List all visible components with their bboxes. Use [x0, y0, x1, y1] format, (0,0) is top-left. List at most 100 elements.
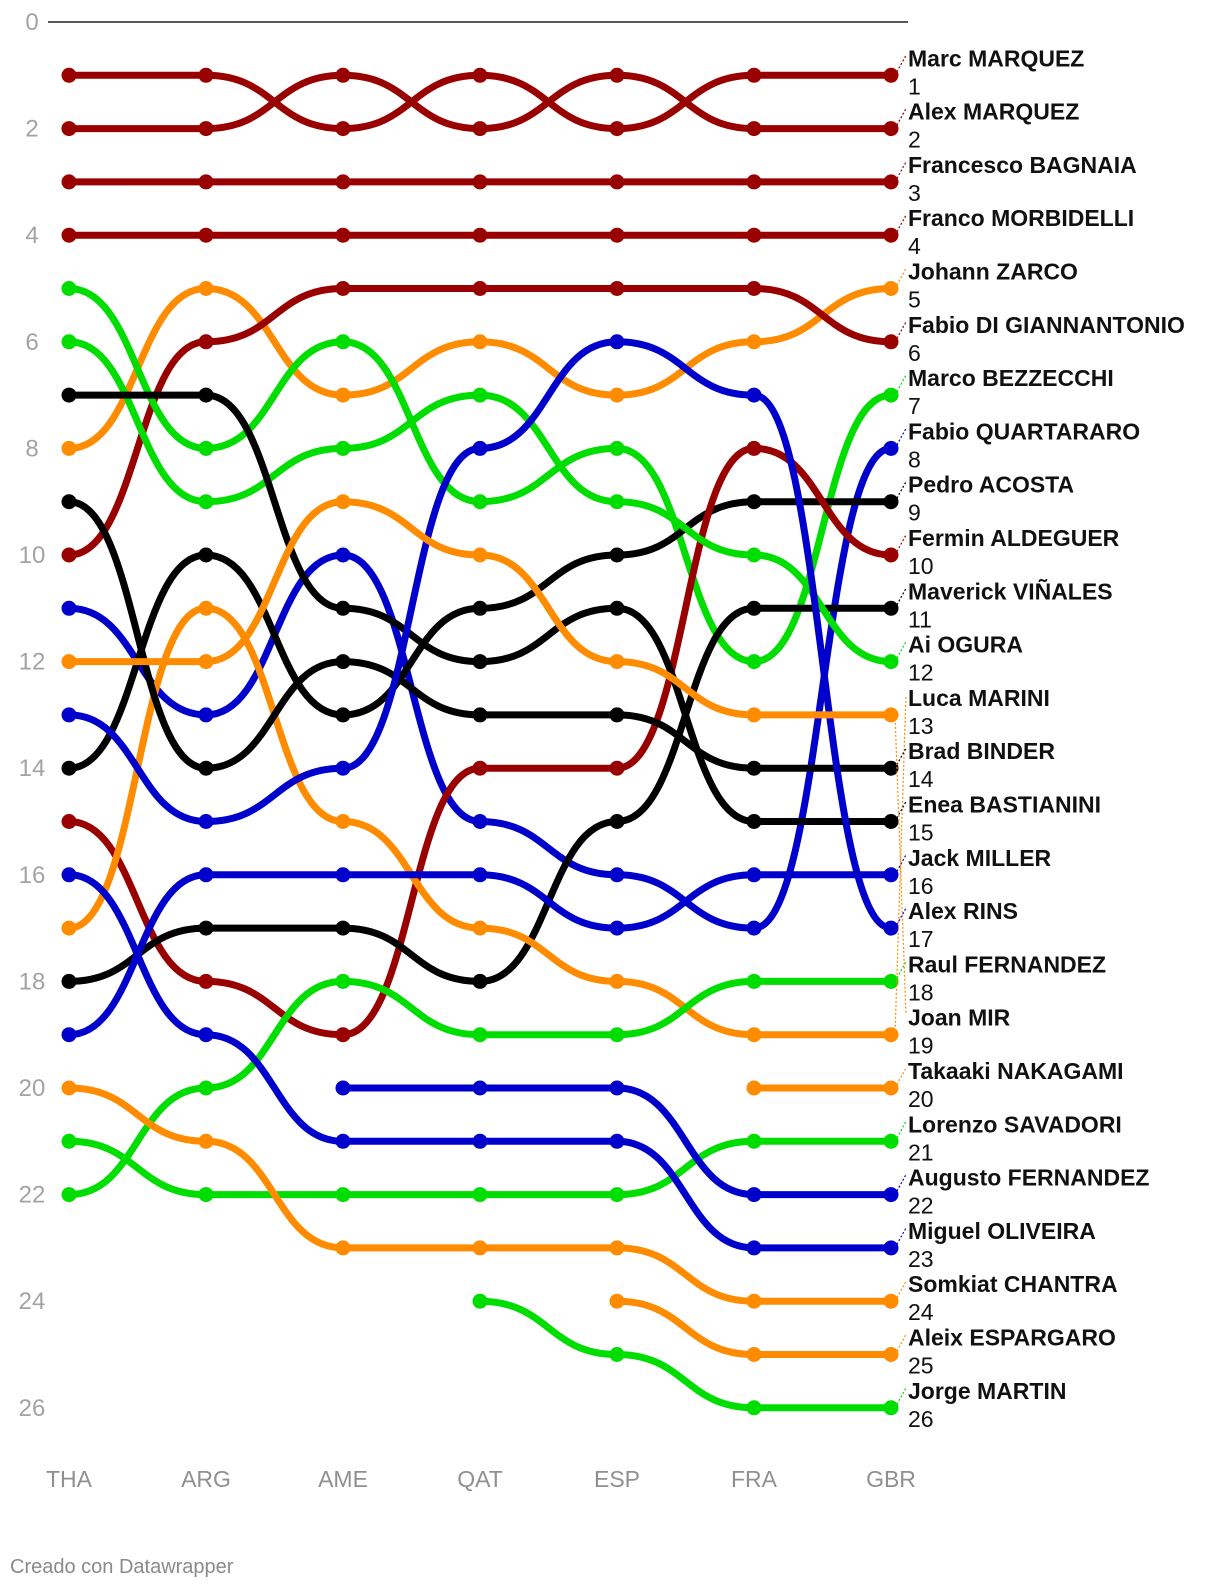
- data-point: [335, 547, 351, 563]
- y-tick-label: 20: [19, 1075, 46, 1102]
- data-point: [61, 334, 77, 350]
- data-point: [472, 1080, 488, 1096]
- series-line: [65, 71, 895, 133]
- data-point: [335, 600, 351, 616]
- data-point: [472, 547, 488, 563]
- data-point: [198, 547, 214, 563]
- data-point: [472, 281, 488, 296]
- data-point: [472, 1133, 488, 1149]
- rider-position-label: 23: [908, 1246, 934, 1272]
- x-tick-label: AME: [318, 1466, 368, 1492]
- y-tick-label: 16: [19, 862, 46, 889]
- rider-name-label: Marc MARQUEZ: [908, 45, 1084, 71]
- series-line: [476, 1297, 895, 1412]
- rider-name-label: Alex RINS: [908, 898, 1018, 924]
- rider-position-label: 16: [908, 873, 934, 899]
- data-point: [746, 1133, 762, 1149]
- data-point: [61, 1187, 77, 1203]
- data-point: [609, 654, 625, 670]
- data-point: [883, 707, 899, 723]
- data-point: [472, 334, 488, 350]
- data-point: [61, 547, 77, 563]
- data-point: [61, 440, 77, 456]
- data-point: [61, 227, 77, 243]
- data-point: [609, 227, 625, 243]
- rider-position-label: 15: [908, 820, 934, 846]
- data-point: [335, 867, 351, 883]
- data-point: [198, 1133, 214, 1149]
- y-tick-label: 4: [25, 222, 38, 249]
- data-point: [883, 760, 899, 776]
- x-tick-label: QAT: [457, 1466, 503, 1492]
- data-point: [61, 867, 77, 883]
- label-connector: [894, 694, 907, 1035]
- y-tick-label: 26: [19, 1395, 46, 1422]
- x-tick-label: THA: [46, 1466, 93, 1492]
- data-point: [335, 920, 351, 936]
- data-point: [198, 707, 214, 723]
- data-point: [335, 814, 351, 829]
- rider-position-label: 6: [908, 340, 921, 366]
- x-tick-label: ARG: [181, 1466, 231, 1492]
- rider-name-label: Miguel OLIVEIRA: [908, 1218, 1096, 1244]
- data-point: [609, 1187, 625, 1203]
- data-point: [746, 654, 762, 670]
- data-point: [61, 281, 77, 296]
- data-point: [746, 1400, 762, 1416]
- rider-name-label: Luca MARINI: [908, 685, 1050, 711]
- data-point: [746, 1347, 762, 1362]
- rider-position-label: 19: [908, 1033, 934, 1059]
- data-point: [746, 867, 762, 883]
- data-point: [472, 600, 488, 616]
- data-point: [883, 1400, 899, 1416]
- data-point: [609, 1293, 625, 1309]
- data-point: [883, 121, 899, 137]
- data-point: [883, 1293, 899, 1309]
- rider-name-label: Fabio QUARTARARO: [908, 418, 1140, 444]
- data-point: [883, 600, 899, 616]
- data-point: [746, 281, 762, 296]
- data-point: [746, 494, 762, 510]
- data-point: [61, 1133, 77, 1149]
- x-tick-label: FRA: [731, 1466, 778, 1492]
- data-point: [746, 920, 762, 936]
- credit-note: Creado con Datawrapper: [10, 1556, 234, 1578]
- data-point: [883, 440, 899, 456]
- rider-name-label: Enea BASTIANINI: [908, 792, 1101, 818]
- data-point: [883, 654, 899, 670]
- data-point: [198, 281, 214, 296]
- rider-name-label: Augusto FERNANDEZ: [908, 1165, 1149, 1191]
- data-point: [746, 1240, 762, 1256]
- data-point: [198, 973, 214, 989]
- rider-position-label: 25: [908, 1353, 934, 1379]
- rider-name-label: Aleix ESPARGARO: [908, 1325, 1116, 1351]
- y-tick-label: 10: [19, 542, 46, 569]
- rider-name-label: Takaaki NAKAGAMI: [908, 1058, 1124, 1084]
- series-lines: [65, 71, 895, 1412]
- rider-position-label: 14: [908, 766, 934, 792]
- data-point: [883, 334, 899, 350]
- rider-position-label: 9: [908, 500, 921, 526]
- rider-position-label: 17: [908, 926, 934, 952]
- data-point: [472, 494, 488, 510]
- data-point: [746, 174, 762, 190]
- data-point: [198, 387, 214, 403]
- data-point: [609, 1347, 625, 1362]
- data-point: [198, 227, 214, 243]
- data-point: [335, 1240, 351, 1256]
- data-point: [609, 814, 625, 829]
- rider-position-label: 20: [908, 1086, 934, 1112]
- data-point: [609, 547, 625, 563]
- data-point: [746, 334, 762, 350]
- data-point: [335, 654, 351, 670]
- data-point: [335, 67, 351, 83]
- data-point: [335, 440, 351, 456]
- data-point: [198, 760, 214, 776]
- data-point: [883, 174, 899, 190]
- data-point: [746, 973, 762, 989]
- data-point: [609, 440, 625, 456]
- rider-position-label: 3: [908, 180, 921, 206]
- rider-name-label: Pedro ACOSTA: [908, 472, 1074, 498]
- data-point: [609, 334, 625, 350]
- data-point: [883, 387, 899, 403]
